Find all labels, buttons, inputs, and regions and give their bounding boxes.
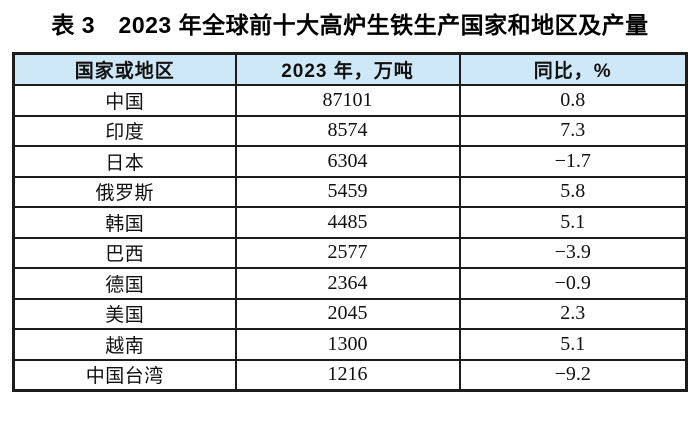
cell-output: 5459	[234, 175, 461, 208]
table-row: 中国 87101 0.8	[12, 84, 688, 117]
cell-yoy: 5.1	[458, 206, 688, 239]
cell-region: 日本	[12, 145, 237, 178]
cell-region: 印度	[12, 114, 237, 147]
cell-output: 4485	[234, 206, 461, 239]
cell-output: 1216	[234, 358, 461, 392]
cell-region: 巴西	[12, 236, 237, 269]
cell-output: 6304	[234, 145, 461, 178]
cell-region: 俄罗斯	[12, 175, 237, 208]
header-row: 国家或地区 2023 年，万吨 同比，%	[12, 52, 688, 86]
cell-output: 2364	[234, 267, 461, 300]
cell-output: 1300	[234, 328, 461, 361]
table-row: 越南 1300 5.1	[12, 328, 688, 361]
table-row: 巴西 2577 −3.9	[12, 236, 688, 269]
cell-yoy: −1.7	[458, 145, 688, 178]
cell-yoy: 5.1	[458, 328, 688, 361]
cell-yoy: 2.3	[458, 297, 688, 330]
cell-region: 中国	[12, 84, 237, 117]
table-row: 韩国 4485 5.1	[12, 206, 688, 239]
cell-region: 德国	[12, 267, 237, 300]
column-header-output-2023: 2023 年，万吨	[234, 52, 461, 86]
pig-iron-production-table: 国家或地区 2023 年，万吨 同比，% 中国 87101 0.8 印度 857…	[12, 52, 688, 392]
cell-output: 2577	[234, 236, 461, 269]
cell-yoy: 7.3	[458, 114, 688, 147]
cell-yoy: 5.8	[458, 175, 688, 208]
cell-yoy: 0.8	[458, 84, 688, 117]
cell-output: 8574	[234, 114, 461, 147]
table-title: 表 3 2023 年全球前十大高炉生铁生产国家和地区及产量	[51, 12, 649, 38]
cell-region: 越南	[12, 328, 237, 361]
cell-yoy: −3.9	[458, 236, 688, 269]
table-row: 印度 8574 7.3	[12, 114, 688, 147]
table-row: 德国 2364 −0.9	[12, 267, 688, 300]
column-header-yoy: 同比，%	[458, 52, 688, 86]
column-header-region: 国家或地区	[12, 52, 237, 86]
cell-region: 美国	[12, 297, 237, 330]
table-row: 美国 2045 2.3	[12, 297, 688, 330]
cell-yoy: −0.9	[458, 267, 688, 300]
cell-yoy: −9.2	[458, 358, 688, 392]
table-row: 俄罗斯 5459 5.8	[12, 175, 688, 208]
table-row: 中国台湾 1216 −9.2	[12, 358, 688, 392]
table-row: 日本 6304 −1.7	[12, 145, 688, 178]
cell-region: 韩国	[12, 206, 237, 239]
cell-region: 中国台湾	[12, 358, 237, 392]
cell-output: 87101	[234, 84, 461, 117]
cell-output: 2045	[234, 297, 461, 330]
